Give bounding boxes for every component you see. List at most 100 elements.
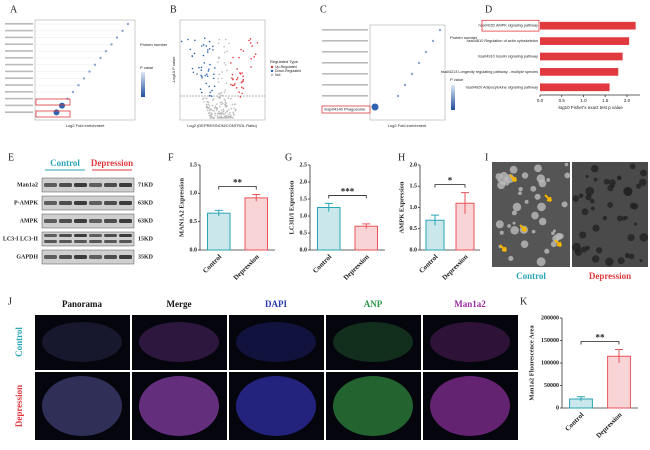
dot <box>239 72 241 74</box>
term-bar <box>322 73 368 75</box>
dot <box>214 105 217 107</box>
band <box>119 234 132 237</box>
term-bar <box>5 29 33 32</box>
granule <box>512 202 522 212</box>
dot <box>231 117 234 119</box>
dot <box>214 67 216 69</box>
bar <box>540 21 636 30</box>
y-tick-label: 0.0 <box>300 247 308 253</box>
dot <box>208 47 211 50</box>
y-tick-label: 0.5 <box>410 226 418 232</box>
dot <box>209 91 211 94</box>
dot <box>219 105 221 108</box>
granule <box>538 179 547 188</box>
granule <box>518 186 523 192</box>
significance-bracket <box>218 186 257 190</box>
blot-strip <box>41 195 135 211</box>
band <box>59 219 72 223</box>
significance-label: ** <box>233 178 243 188</box>
dot <box>223 61 226 64</box>
dot <box>200 69 203 72</box>
y-tick-label: 1.5 <box>190 162 198 168</box>
error-bar <box>362 223 371 229</box>
granule <box>617 257 625 265</box>
category-label: hsa04810 Regulation of actin cytoskeleto… <box>467 39 538 43</box>
band <box>74 201 87 205</box>
dot <box>211 113 213 115</box>
dot <box>230 97 232 100</box>
dot <box>220 109 223 112</box>
dot <box>203 100 205 103</box>
band <box>44 183 57 187</box>
dot <box>218 57 221 59</box>
dot <box>234 109 237 112</box>
color-scale <box>451 85 455 110</box>
dot <box>229 116 232 119</box>
dot <box>438 28 442 32</box>
granule <box>531 229 536 234</box>
granule <box>585 245 590 251</box>
dot <box>225 114 228 117</box>
panel-label: H <box>398 152 405 163</box>
band <box>89 234 102 237</box>
dot <box>208 111 211 114</box>
granule <box>509 165 518 174</box>
fluorescence-image <box>132 315 227 370</box>
dot <box>202 54 205 57</box>
panel-label: A <box>10 4 18 15</box>
dot <box>225 102 227 104</box>
granule <box>633 222 638 226</box>
band <box>44 219 57 223</box>
dot <box>53 109 60 116</box>
dot <box>226 117 228 119</box>
dot <box>115 36 119 39</box>
granule <box>531 211 539 220</box>
granule <box>608 179 616 187</box>
dot <box>121 29 124 32</box>
granule <box>605 257 614 267</box>
dot <box>231 84 234 87</box>
band <box>104 234 117 237</box>
dot <box>217 60 219 63</box>
dot <box>220 115 222 117</box>
arrow <box>499 244 507 252</box>
dot <box>240 81 243 84</box>
dot <box>234 83 236 85</box>
legend-title: P value <box>140 65 154 70</box>
dot <box>210 115 213 118</box>
dot-plot <box>322 28 442 111</box>
y-tick-label: 0.5 <box>300 230 308 236</box>
granule <box>639 259 643 263</box>
granule <box>585 194 592 201</box>
western-blot: Man1a2 71KD P-AMPK 63KD AMPK 63KD LC3-I LC3-II… <box>3 177 154 265</box>
dot <box>219 95 222 98</box>
granule <box>578 193 584 199</box>
dot <box>192 71 195 74</box>
dot <box>205 82 208 85</box>
y-tick-label: 1.5 <box>300 196 308 202</box>
dot <box>205 97 208 100</box>
legend-label: Up-Regulated <box>275 65 297 69</box>
granule <box>616 175 622 181</box>
blot-strip <box>41 249 135 265</box>
dot <box>242 79 245 81</box>
dot <box>233 103 236 106</box>
dot <box>249 38 252 40</box>
term-bar <box>5 43 33 45</box>
granule <box>551 231 555 236</box>
band <box>89 183 102 187</box>
dot <box>431 39 435 43</box>
bar <box>244 197 268 251</box>
dot <box>200 91 203 94</box>
significance-label: *** <box>341 186 355 196</box>
dot <box>230 107 233 110</box>
dot <box>99 56 102 60</box>
term-bar <box>5 104 33 107</box>
band <box>74 183 87 187</box>
band <box>89 255 102 259</box>
dot <box>218 93 221 95</box>
volcano-plot <box>180 37 259 119</box>
dot <box>205 103 208 106</box>
dot <box>215 103 218 105</box>
granule <box>590 164 599 173</box>
